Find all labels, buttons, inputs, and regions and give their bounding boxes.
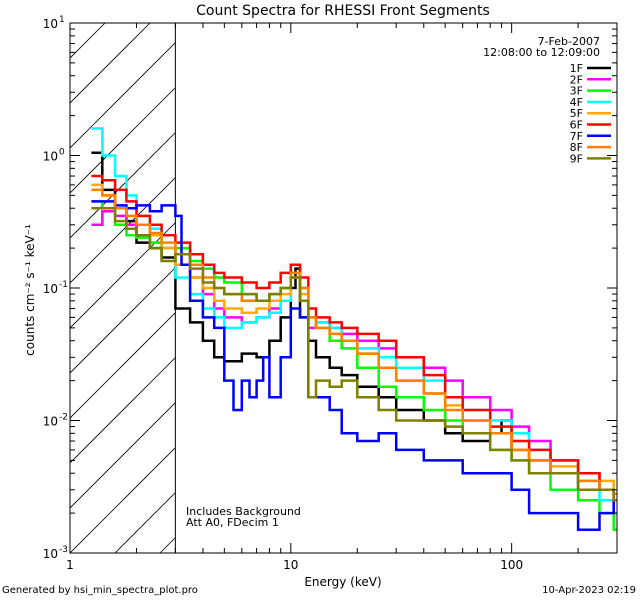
chart-title: Count Spectra for RHESSI Front Segments bbox=[196, 3, 490, 19]
date-label: 7-Feb-2007 bbox=[538, 35, 600, 48]
attenuator-hatch-region bbox=[70, 23, 617, 553]
hatch-mask bbox=[175, 23, 617, 553]
series-layer bbox=[91, 127, 617, 531]
x-tick-label: 1 bbox=[66, 558, 74, 572]
y-tick-label: 10 1 bbox=[43, 15, 65, 31]
y-tick-base: 10 bbox=[43, 150, 58, 164]
y-tick-exponent: 1 bbox=[59, 15, 65, 25]
y-tick-base: 10 bbox=[43, 282, 58, 296]
legend-label: 2F bbox=[570, 73, 583, 86]
note-background: Includes Background bbox=[186, 505, 301, 518]
footer-timestamp: 10-Apr-2023 02:19 bbox=[542, 585, 636, 596]
y-tick-base: 10 bbox=[43, 415, 58, 429]
x-tick-label: 10 bbox=[283, 558, 298, 572]
hatch-line bbox=[70, 23, 196, 149]
y-tick-exponent: 0 bbox=[59, 148, 65, 158]
series-line-7F bbox=[91, 200, 617, 531]
legend-label: 1F bbox=[570, 62, 583, 75]
legend-label: 5F bbox=[570, 107, 583, 120]
y-tick-label: 10 -1 bbox=[43, 280, 68, 296]
y-tick-labels: 10 1 10 0 10 -1 10 -2 10 -3 bbox=[43, 15, 68, 561]
legend-label: 4F bbox=[570, 96, 583, 109]
legend-label: 7F bbox=[570, 130, 583, 143]
footer-generator: Generated by hsi_min_spectra_plot.pro bbox=[2, 585, 198, 596]
y-tick-label: 10 0 bbox=[43, 148, 65, 164]
x-tick-labels: 1 10 100 bbox=[66, 558, 523, 572]
y-tick-exponent: -1 bbox=[59, 280, 68, 290]
series-line-8F bbox=[91, 188, 617, 496]
x-tick-label: 100 bbox=[500, 558, 523, 572]
y-tick-exponent: -3 bbox=[59, 545, 68, 555]
y-tick-base: 10 bbox=[43, 547, 58, 561]
series-line-9F bbox=[91, 206, 617, 502]
legend-label: 6F bbox=[570, 119, 583, 132]
note-attenuator: Att A0, FDecim 1 bbox=[186, 516, 279, 529]
x-axis-label: Energy (keV) bbox=[304, 575, 381, 589]
axis-ticks bbox=[69, 23, 618, 554]
y-tick-exponent: -2 bbox=[59, 413, 68, 423]
hatch-line bbox=[70, 23, 241, 194]
legend-label: 3F bbox=[570, 85, 583, 98]
legend-label: 9F bbox=[570, 152, 583, 165]
legend-label: 8F bbox=[570, 141, 583, 154]
y-tick-label: 10 -3 bbox=[43, 545, 68, 561]
time-range-label: 12:08:00 to 12:09:00 bbox=[483, 46, 600, 59]
y-tick-base: 10 bbox=[43, 17, 58, 31]
y-axis-label: counts cm⁻² s⁻¹ keV⁻¹ bbox=[23, 224, 37, 356]
y-tick-label: 10 -2 bbox=[43, 413, 68, 429]
